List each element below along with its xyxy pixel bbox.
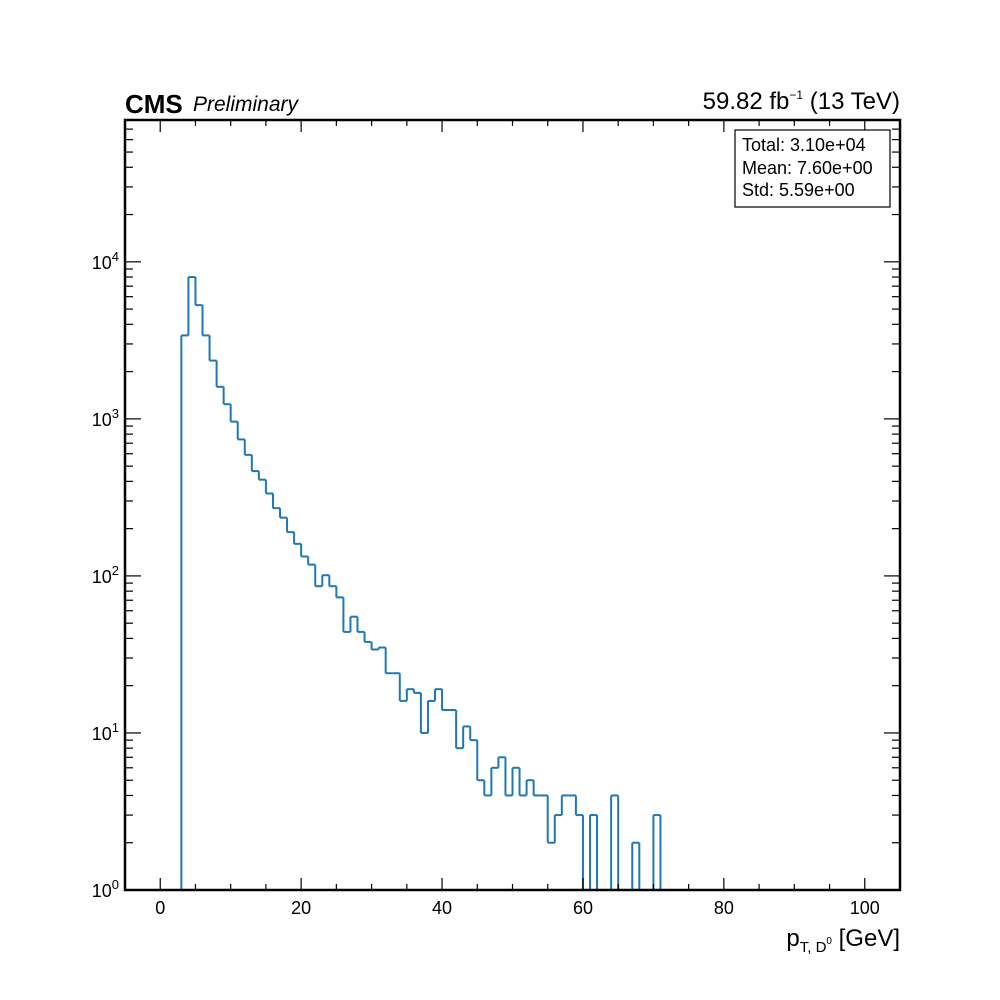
plot-frame [123, 118, 902, 892]
status-label: Preliminary [193, 93, 300, 116]
x-tick-label: 0 [155, 898, 165, 918]
x-tick-label: 60 [573, 898, 593, 918]
x-tick-label: 20 [291, 898, 311, 918]
y-tick-label: 103 [92, 406, 119, 430]
stat-total: Total: 3.10e+04 [742, 135, 866, 155]
stat-mean: Mean: 7.60e+00 [742, 158, 873, 178]
y-tick-label: 102 [92, 563, 119, 587]
luminosity-label: 59.82 fb−1 (13 TeV) [703, 88, 900, 115]
y-tick-label: 101 [92, 720, 119, 744]
experiment-label: CMS [125, 89, 183, 119]
x-tick-label: 100 [850, 898, 880, 918]
stats-box-frame [734, 129, 891, 208]
x-axis-label: pT, D0 [GeV] [786, 925, 900, 956]
histogram-layer [180, 276, 662, 890]
stats-box: Total: 3.10e+04 Mean: 7.60e+00 Std: 5.59… [734, 129, 891, 208]
ticks-layer: 0 20 40 60 80 100 100 101 102 103 104 [92, 119, 900, 918]
y-tick-label: 100 [92, 877, 119, 901]
x-tick-label: 40 [432, 898, 452, 918]
x-tick-label: 80 [714, 898, 734, 918]
stat-std: Std: 5.59e+00 [742, 180, 855, 200]
y-tick-label: 104 [92, 249, 119, 273]
